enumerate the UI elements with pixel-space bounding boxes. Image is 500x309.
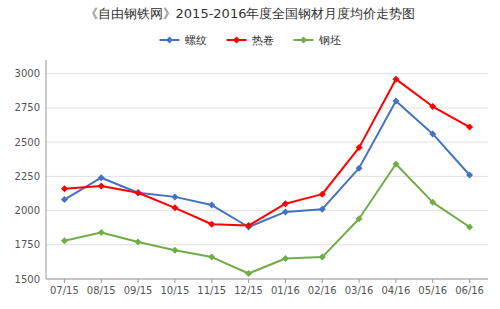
y-tick-label: 2000 — [15, 205, 40, 216]
point — [392, 98, 399, 105]
x-tick — [395, 279, 396, 283]
x-tick-label: 05/16 — [418, 285, 447, 296]
point — [429, 199, 436, 206]
point — [392, 161, 399, 168]
grid-line — [46, 176, 488, 177]
y-tick-label: 2500 — [15, 137, 40, 148]
x-tick-label: 12/15 — [234, 285, 263, 296]
x-tick-label: 07/15 — [50, 285, 79, 296]
point — [429, 130, 436, 137]
point — [245, 222, 252, 229]
legend-label: 钢坯 — [318, 34, 341, 47]
point — [319, 191, 326, 198]
y-tick-label: 1500 — [15, 274, 40, 285]
point — [429, 103, 436, 110]
x-tick — [64, 279, 65, 283]
point — [245, 270, 252, 277]
point — [319, 206, 326, 213]
series-line — [64, 101, 469, 227]
legend-item: 热卷 — [227, 34, 274, 47]
point — [356, 165, 363, 172]
point — [98, 229, 105, 236]
grid-line — [46, 210, 488, 211]
point — [98, 182, 105, 189]
x-tick — [285, 279, 286, 283]
point — [61, 196, 68, 203]
legend-item: 螺纹 — [160, 34, 207, 47]
x-tick — [138, 279, 139, 283]
grid-line — [46, 279, 488, 280]
point — [282, 200, 289, 207]
x-tick-label: 11/15 — [197, 285, 226, 296]
point — [282, 255, 289, 262]
series-line — [64, 79, 469, 225]
x-tick-label: 09/15 — [124, 285, 153, 296]
point — [208, 221, 215, 228]
x-tick — [432, 279, 433, 283]
grid-line — [46, 244, 488, 245]
grid-line — [46, 107, 488, 108]
point — [466, 223, 473, 230]
x-tick — [469, 279, 470, 283]
point — [135, 189, 142, 196]
y-tick-label: 3000 — [15, 68, 40, 79]
point — [171, 204, 178, 211]
x-axis-line — [46, 279, 488, 280]
x-tick — [359, 279, 360, 283]
point — [356, 144, 363, 151]
point — [61, 185, 68, 192]
x-tick-label: 08/15 — [87, 285, 116, 296]
x-tick — [174, 279, 175, 283]
legend-marker — [300, 37, 307, 44]
y-tick-label: 1750 — [15, 239, 40, 250]
legend-marker — [166, 37, 173, 44]
x-tick — [211, 279, 212, 283]
title: 《自由钢铁网》2015-2016年度全国钢材月度均价走势图 — [85, 6, 416, 21]
y-tick-label: 2750 — [15, 102, 40, 113]
grid — [46, 74, 488, 279]
point — [319, 254, 326, 261]
chart: 《自由钢铁网》2015-2016年度全国钢材月度均价走势图 1500 1750 200… — [0, 0, 500, 309]
x-tick-label: 03/16 — [345, 285, 374, 296]
point — [282, 208, 289, 215]
legend-item: 钢坯 — [294, 34, 341, 47]
x-tick-label: 02/16 — [308, 285, 337, 296]
grid-line — [46, 73, 488, 74]
point — [356, 215, 363, 222]
legend: 螺纹 热卷 钢坯 — [160, 34, 341, 47]
y-tick-label: 2250 — [15, 171, 40, 182]
point — [466, 171, 473, 178]
x-tick-label: 06/16 — [455, 285, 484, 296]
point — [171, 193, 178, 200]
x-tick — [248, 279, 249, 283]
x-tick — [322, 279, 323, 283]
point — [171, 247, 178, 254]
x-tick-label: 01/16 — [271, 285, 300, 296]
point — [208, 202, 215, 209]
point — [61, 237, 68, 244]
legend-label: 螺纹 — [185, 34, 207, 47]
legend-marker — [233, 37, 240, 44]
x-tick-label: 10/15 — [161, 285, 190, 296]
point — [208, 254, 215, 261]
point — [135, 239, 142, 246]
point — [98, 174, 105, 181]
x-tick-label: 04/16 — [382, 285, 411, 296]
plot-area — [61, 76, 473, 277]
point — [392, 76, 399, 83]
series-line — [64, 164, 469, 274]
point — [466, 124, 473, 131]
y-axis-line — [46, 60, 47, 279]
x-tick — [101, 279, 102, 283]
legend-label: 热卷 — [252, 34, 274, 47]
grid-line — [46, 142, 488, 143]
point — [135, 189, 142, 196]
